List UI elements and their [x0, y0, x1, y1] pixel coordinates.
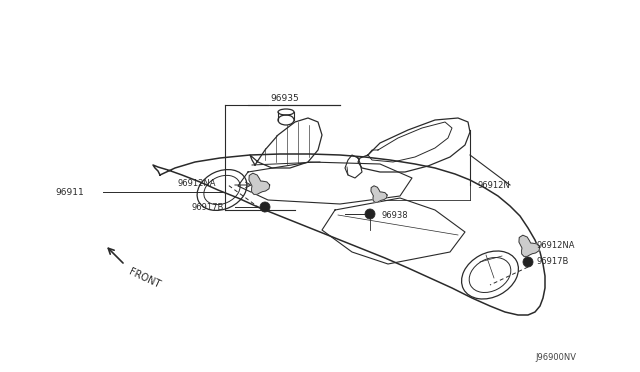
- Polygon shape: [519, 235, 540, 256]
- Text: J96900NV: J96900NV: [535, 353, 576, 362]
- Text: 96911: 96911: [55, 187, 84, 196]
- Circle shape: [260, 202, 270, 212]
- Text: 96912NA: 96912NA: [537, 241, 575, 250]
- Text: 96935: 96935: [270, 94, 299, 103]
- Text: 96917B: 96917B: [537, 257, 570, 266]
- Text: 96938: 96938: [382, 211, 408, 219]
- Polygon shape: [249, 173, 269, 194]
- Circle shape: [365, 209, 375, 219]
- Circle shape: [523, 257, 533, 267]
- Polygon shape: [371, 186, 387, 202]
- Text: 96912N: 96912N: [478, 180, 511, 189]
- Text: FRONT: FRONT: [127, 267, 161, 290]
- Text: 96917B: 96917B: [192, 202, 225, 212]
- Text: 96912NA: 96912NA: [178, 179, 216, 187]
